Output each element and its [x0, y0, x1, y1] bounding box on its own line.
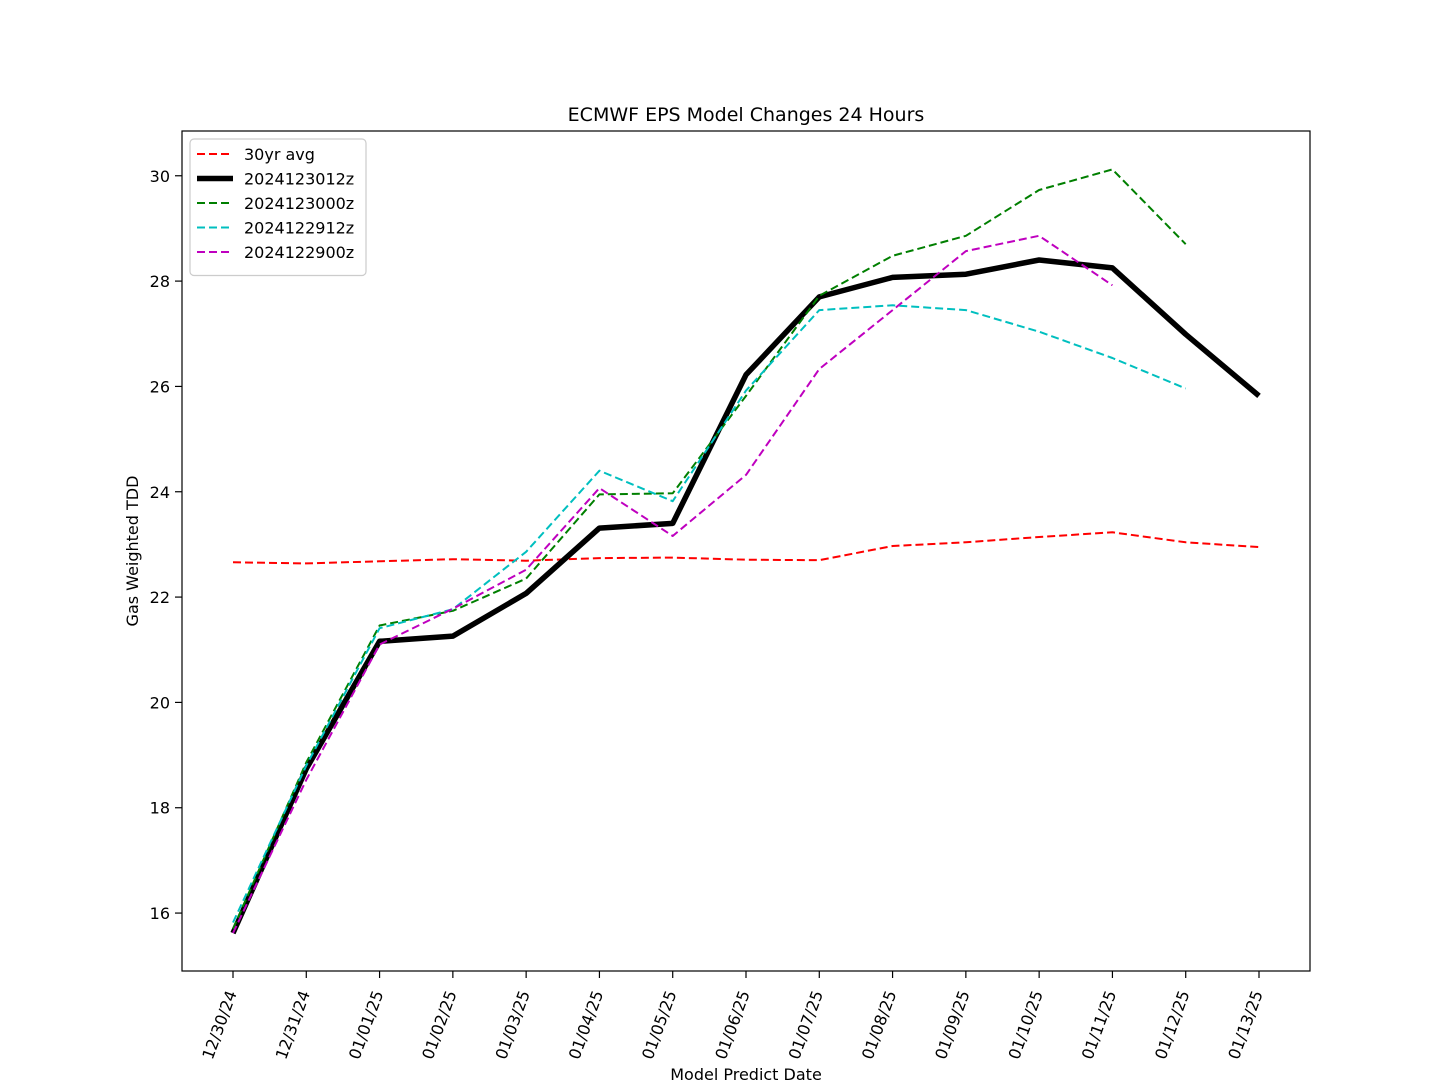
x-axis-label: Model Predict Date [670, 1065, 822, 1084]
series-line-2024122912z [232, 304, 1187, 923]
y-tick-label: 26 [150, 377, 170, 396]
y-tick-label: 20 [150, 693, 170, 712]
y-axis-label: Gas Weighted TDD [123, 476, 142, 627]
legend-box [189, 138, 367, 277]
y-tick-label: 30 [150, 167, 170, 186]
y-tick-label: 24 [150, 483, 170, 502]
series-lines [230, 168, 1261, 935]
series-line-2024122900z [232, 234, 1113, 934]
y-tick-label: 28 [150, 272, 170, 291]
plot-frame [181, 130, 1311, 972]
chart-title: ECMWF EPS Model Changes 24 Hours [568, 104, 925, 126]
series-line-2024123000z [232, 168, 1187, 930]
legend-label: 30yr avg [244, 145, 315, 164]
y-tick-label: 18 [150, 799, 170, 818]
y-tick-label: 22 [150, 588, 170, 607]
legend-label: 2024123012z [244, 170, 354, 189]
legend-label: 2024122912z [244, 219, 354, 238]
series-line-2024123012z [230, 257, 1261, 935]
y-axis: 16 18 20 22 24 26 28 30 [150, 167, 182, 923]
legend-label: 2024123000z [244, 194, 354, 213]
y-tick-label: 16 [150, 904, 170, 923]
series-line-30yr avg [232, 531, 1260, 565]
legend-label: 2024122900z [244, 243, 354, 262]
legend: 30yr avg 2024123012z 2024123000z 2024122912… [189, 138, 367, 277]
